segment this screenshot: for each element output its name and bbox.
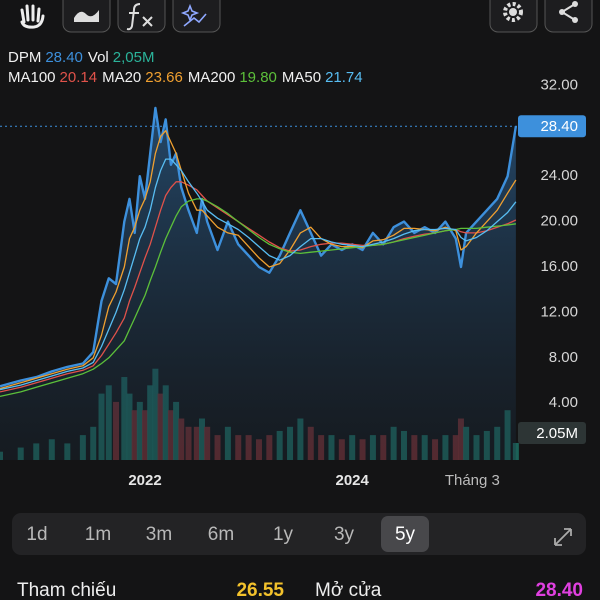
draw-icon xyxy=(74,10,99,22)
legend-row: DPM 28.40 Vol 2,05M xyxy=(8,49,154,66)
share-dot xyxy=(572,1,578,7)
timeframe-option[interactable]: 1m xyxy=(85,524,111,545)
legend-value: 28.40 xyxy=(45,49,83,66)
timeframe-option[interactable]: 3m xyxy=(146,524,172,545)
legend-name: MA20 xyxy=(102,69,141,86)
legend-name: MA100 xyxy=(8,69,56,86)
timeframe-option[interactable]: 3y xyxy=(334,524,355,545)
gear-center xyxy=(509,8,517,16)
settings-button[interactable] xyxy=(489,0,538,33)
timeframe-selected xyxy=(381,516,429,552)
price-area xyxy=(0,108,516,460)
legend-name: MA200 xyxy=(188,69,236,86)
legend-row: MA100 20.14 MA20 23.66 MA200 19.80 MA50 21.74 xyxy=(8,69,363,86)
last-price-label: 28.40 xyxy=(540,118,578,135)
open-label: Mở cửa xyxy=(315,580,382,600)
toolbar xyxy=(20,0,593,33)
reference-label: Tham chiếu xyxy=(17,580,116,600)
last-volume-tag xyxy=(518,421,586,444)
legend-value: 20.14 xyxy=(60,69,98,86)
x-tick-label: 2022 xyxy=(128,472,161,489)
legend-name: DPM xyxy=(8,49,41,66)
chart xyxy=(0,106,519,460)
y-tick-label: 20.00 xyxy=(540,213,578,230)
y-tick-label: 4.00 xyxy=(549,394,578,411)
y-tick-label: 32.00 xyxy=(540,76,578,93)
legend-value: 23.66 xyxy=(145,69,183,86)
x-tick-label: 2024 xyxy=(336,472,370,489)
share-dot xyxy=(559,9,565,15)
ma-line xyxy=(0,130,517,390)
legend-value: 19.80 xyxy=(239,69,277,86)
legend-name: Vol xyxy=(88,49,109,66)
legend-name: MA50 xyxy=(282,69,321,86)
timeframe-option[interactable]: 1y xyxy=(273,524,294,545)
gear-icon xyxy=(503,2,523,22)
legend-value: 21.74 xyxy=(325,69,363,86)
x-tick-label: Tháng 3 xyxy=(445,472,500,489)
indicator-button[interactable] xyxy=(117,0,166,33)
fx-icon xyxy=(126,3,153,31)
y-tick-label: 8.00 xyxy=(549,349,578,366)
y-tick-label: 16.00 xyxy=(540,258,578,275)
ai-button[interactable] xyxy=(172,0,221,33)
timeframe-bar xyxy=(12,513,586,555)
hand-icon[interactable] xyxy=(20,4,45,29)
price-line xyxy=(0,106,518,388)
legend-value: 2,05M xyxy=(113,49,155,66)
ma-line xyxy=(0,198,516,398)
ma-line xyxy=(0,158,517,391)
last-price-tag xyxy=(518,115,586,138)
open-value: 28.40 xyxy=(535,580,583,600)
ai-icon xyxy=(180,3,207,27)
y-tick-label: 12.00 xyxy=(540,303,578,320)
reference-value: 26.55 xyxy=(236,580,284,600)
timeframe-option[interactable]: 6m xyxy=(208,524,234,545)
timeframe-option[interactable]: 1d xyxy=(26,524,47,545)
y-tick-label: 24.00 xyxy=(540,167,578,184)
share-dot xyxy=(572,17,578,23)
timeframe-option[interactable]: 5y xyxy=(395,524,416,545)
last-volume-label: 2.05M xyxy=(536,425,578,442)
expand-icon[interactable] xyxy=(554,528,572,546)
